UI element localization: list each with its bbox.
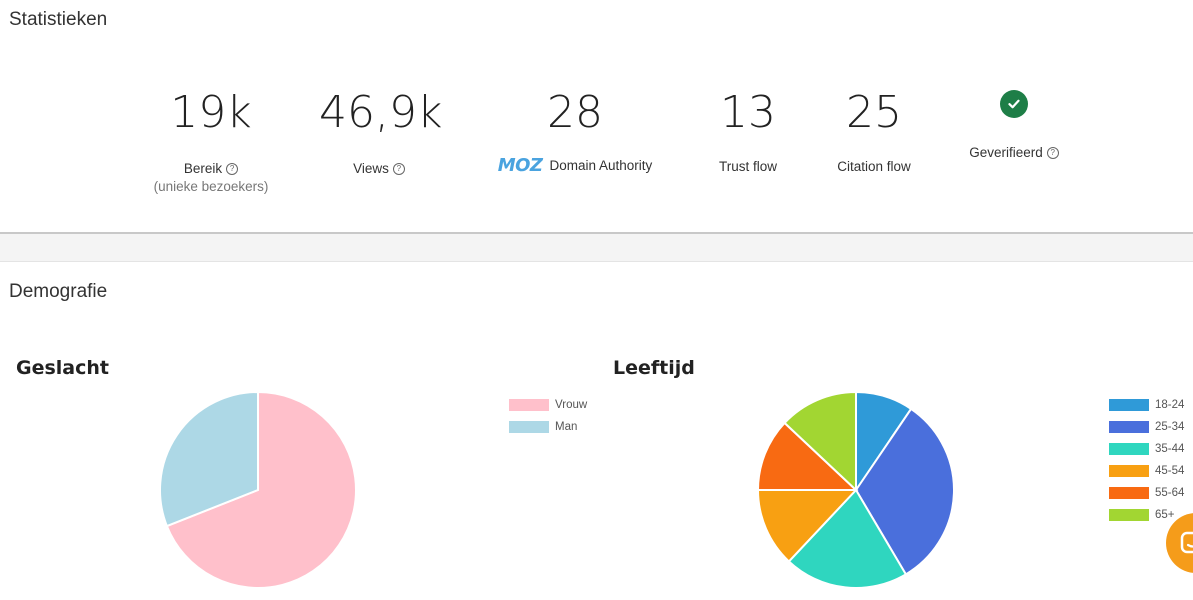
stat-trust-flow: 13 Trust flow: [698, 87, 798, 175]
demographics-title: Demografie: [9, 281, 108, 302]
legend-item[interactable]: Man: [509, 416, 587, 438]
statistics-title: Statistieken: [9, 9, 108, 30]
reach-label: Bereik: [183, 161, 223, 176]
legend-swatch: [1109, 421, 1149, 433]
views-label: Views: [353, 161, 389, 176]
legend-item[interactable]: 35-44: [1109, 438, 1184, 460]
verified-label: Geverifieerd: [969, 145, 1043, 160]
legend-item[interactable]: 25-34: [1109, 416, 1184, 438]
stat-views: 46,9k Views ?: [319, 87, 443, 177]
legend-label: 65+: [1155, 509, 1175, 521]
age-legend: 18-24 25-34 35-44 45-54 55-64 65+: [1109, 394, 1184, 526]
gender-legend: Vrouw Man: [509, 394, 587, 438]
pie-slice-55-64[interactable]: [756, 421, 859, 491]
citation-flow-label: Citation flow: [837, 159, 911, 174]
legend-swatch: [509, 399, 549, 411]
age-pie-chart: [756, 390, 955, 589]
legend-label: 18-24: [1155, 399, 1185, 411]
legend-swatch: [509, 421, 549, 433]
chat-icon: [1180, 531, 1193, 554]
legend-label: 25-34: [1155, 421, 1185, 433]
help-icon[interactable]: ?: [226, 162, 239, 175]
legend-swatch: [1109, 465, 1149, 477]
age-chart-title: Leeftijd: [613, 357, 695, 379]
check-circle-icon: [1000, 90, 1028, 118]
legend-item[interactable]: 65+: [1109, 504, 1184, 526]
legend-label: Man: [555, 421, 578, 433]
trust-flow-label: Trust flow: [718, 159, 777, 174]
stat-reach: 19k Bereik ? (unieke bezoekers): [151, 87, 271, 195]
legend-label: Vrouw: [555, 399, 588, 411]
gender-pie-chart: [159, 390, 357, 589]
pie-slice-45-54[interactable]: [756, 489, 859, 563]
stat-domain-authority: 28 MOZ Domain Authority: [485, 87, 665, 177]
stat-citation-flow: 25 Citation flow: [819, 87, 929, 175]
domain-authority-value: 28: [547, 87, 603, 138]
pie-slice-man[interactable]: [159, 390, 259, 528]
pie-slice-vrouw[interactable]: [165, 390, 357, 589]
legend-swatch: [1109, 399, 1149, 411]
reach-sublabel: (unieke bezoekers): [153, 179, 269, 194]
domain-authority-label: Domain Authority: [549, 158, 653, 173]
stat-verified: Geverifieerd ?: [954, 90, 1074, 160]
pie-slice-65-[interactable]: [783, 390, 857, 493]
gender-chart-title: Geslacht: [16, 357, 109, 379]
moz-logo: MOZ: [497, 155, 543, 176]
legend-label: 45-54: [1155, 465, 1185, 477]
legend-item[interactable]: 45-54: [1109, 460, 1184, 482]
help-icon[interactable]: ?: [392, 162, 405, 175]
legend-label: 35-44: [1155, 443, 1185, 455]
trust-flow-value: 13: [720, 87, 776, 138]
help-icon[interactable]: ?: [1046, 146, 1059, 159]
legend-label: 55-64: [1155, 487, 1185, 499]
pie-slice-35-44[interactable]: [787, 488, 908, 589]
pie-slice-25-34[interactable]: [854, 407, 955, 576]
legend-swatch: [1109, 509, 1149, 521]
section-divider: [0, 232, 1193, 262]
views-value: 46,9k: [319, 87, 443, 138]
legend-swatch: [1109, 443, 1149, 455]
legend-item[interactable]: 18-24: [1109, 394, 1184, 416]
legend-item[interactable]: Vrouw: [509, 394, 587, 416]
reach-value: 19k: [170, 87, 252, 138]
legend-item[interactable]: 55-64: [1109, 482, 1184, 504]
legend-swatch: [1109, 487, 1149, 499]
citation-flow-value: 25: [846, 87, 902, 138]
